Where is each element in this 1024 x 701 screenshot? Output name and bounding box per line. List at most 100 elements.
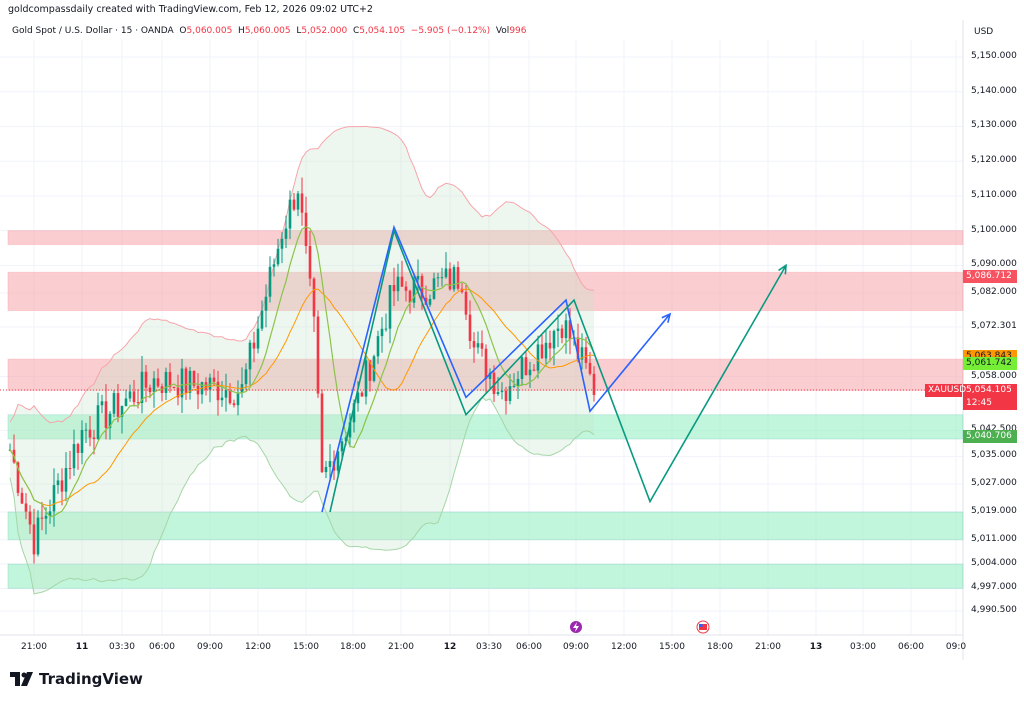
candle-body (356, 392, 360, 404)
candle-body (588, 362, 592, 374)
candle-body (532, 369, 536, 371)
candle-body (392, 285, 396, 292)
candle-body (72, 444, 76, 469)
time-tick-label: 09:00 (563, 642, 589, 652)
tradingview-logo[interactable]: TradingView (10, 670, 143, 688)
price-badge-value: 5,040.706 (966, 431, 1012, 442)
candle-body (116, 393, 120, 417)
low-label: L (296, 26, 302, 36)
candle-body (300, 193, 304, 213)
currency-label: USD (974, 27, 994, 37)
candle-body (108, 413, 112, 428)
candle-body (340, 441, 344, 452)
candle-body (560, 328, 564, 339)
time-tick-label: 06:00 (898, 642, 924, 652)
candle-body (320, 393, 324, 473)
time-tick-label: 03:30 (476, 642, 502, 652)
bollinger-lower (9, 396, 595, 595)
price-tick-label: 5,011.000 (971, 533, 1017, 544)
volume-label: Vol (495, 26, 510, 36)
price-badge: 5,054.105 12:45 (963, 383, 1017, 410)
time-tick-label: 15:00 (659, 642, 685, 652)
candle-body (456, 267, 460, 289)
candle-body (264, 296, 268, 311)
candle-body (104, 401, 108, 428)
candle-body (464, 291, 468, 315)
bollinger-upper (9, 125, 595, 424)
candle-body (156, 378, 160, 387)
candle-body (276, 248, 280, 265)
price-tick-label: 5,150.000 (971, 51, 1017, 61)
candle-body (180, 368, 184, 398)
candle-body (452, 267, 456, 290)
candle-body (44, 515, 48, 519)
candle-body (56, 480, 60, 486)
candle-body (484, 348, 488, 379)
price-tick-label: 5,082.000 (971, 287, 1017, 298)
candle-body (408, 290, 412, 303)
bar-countdown: 12:45 (966, 397, 992, 408)
candle-body (100, 401, 104, 406)
time-tick-label: 12:00 (611, 642, 637, 652)
brand-name: TradingView (39, 670, 143, 688)
price-tick-label: 4,997.000 (971, 582, 1017, 593)
price-tick-label: 5,042.500 (971, 424, 1017, 434)
candle-body (548, 342, 552, 349)
candle-body (16, 462, 20, 493)
price-badge-value: 5,063.843 (966, 350, 1012, 361)
time-tick-label: 06:00 (516, 642, 542, 652)
candle-body (472, 341, 476, 348)
projection-path-green-arrow-icon (778, 263, 787, 275)
candle-body (64, 468, 68, 492)
candle-body (400, 276, 404, 287)
candle-body (516, 378, 520, 386)
candle-body (308, 245, 312, 279)
candle-body (36, 517, 40, 555)
time-tick-label: 09:0 (945, 642, 967, 652)
candle-body (164, 371, 168, 393)
candle-body (380, 328, 384, 337)
high-value: 5,060.005 (244, 26, 291, 36)
candle-body (76, 444, 80, 453)
candle-body (60, 480, 64, 492)
candle-body (576, 337, 580, 360)
time-tick-label: 12 (443, 642, 457, 652)
price-badge: 5,040.706 (963, 430, 1017, 444)
candle-body (140, 371, 144, 404)
candle-body (212, 377, 216, 382)
us-flag-stripes (699, 624, 707, 630)
price-tick-label: 5,100.000 (971, 224, 1017, 235)
candle-body (412, 279, 416, 303)
lightning-icon-glyph (573, 622, 579, 632)
candle-body (584, 347, 588, 363)
candle-body (396, 276, 400, 292)
candle-body (288, 199, 292, 229)
time-tick-label: 21:00 (21, 642, 47, 652)
bollinger-band-fill (10, 126, 594, 594)
candle-body (280, 238, 284, 249)
candle-body (556, 328, 560, 331)
projection-path-blue-arrow-icon (661, 312, 672, 323)
price-tick-label: 5,110.000 (971, 189, 1017, 200)
price-tick-label: 4,990.500 (971, 604, 1017, 615)
candle-body (184, 368, 188, 393)
candle-body (292, 199, 296, 210)
open-value: 5,060.005 (186, 26, 233, 36)
candle-body (176, 387, 180, 398)
candle-body (92, 437, 96, 440)
candle-body (372, 356, 376, 381)
candle-body (152, 378, 156, 393)
candle-body (68, 468, 72, 470)
high-label: H (238, 26, 245, 36)
candle-body (496, 392, 500, 395)
candle-body (216, 381, 220, 401)
symbol-title[interactable]: Gold Spot / U.S. Dollar · 15 · OANDA (12, 26, 174, 36)
candle-body (440, 277, 444, 279)
candle-body (564, 320, 568, 339)
candle-body (488, 372, 492, 379)
candle-body (172, 387, 176, 389)
candle-body (252, 342, 256, 349)
candle-body (432, 278, 436, 299)
price-badge: 5,086.712 (963, 270, 1017, 284)
